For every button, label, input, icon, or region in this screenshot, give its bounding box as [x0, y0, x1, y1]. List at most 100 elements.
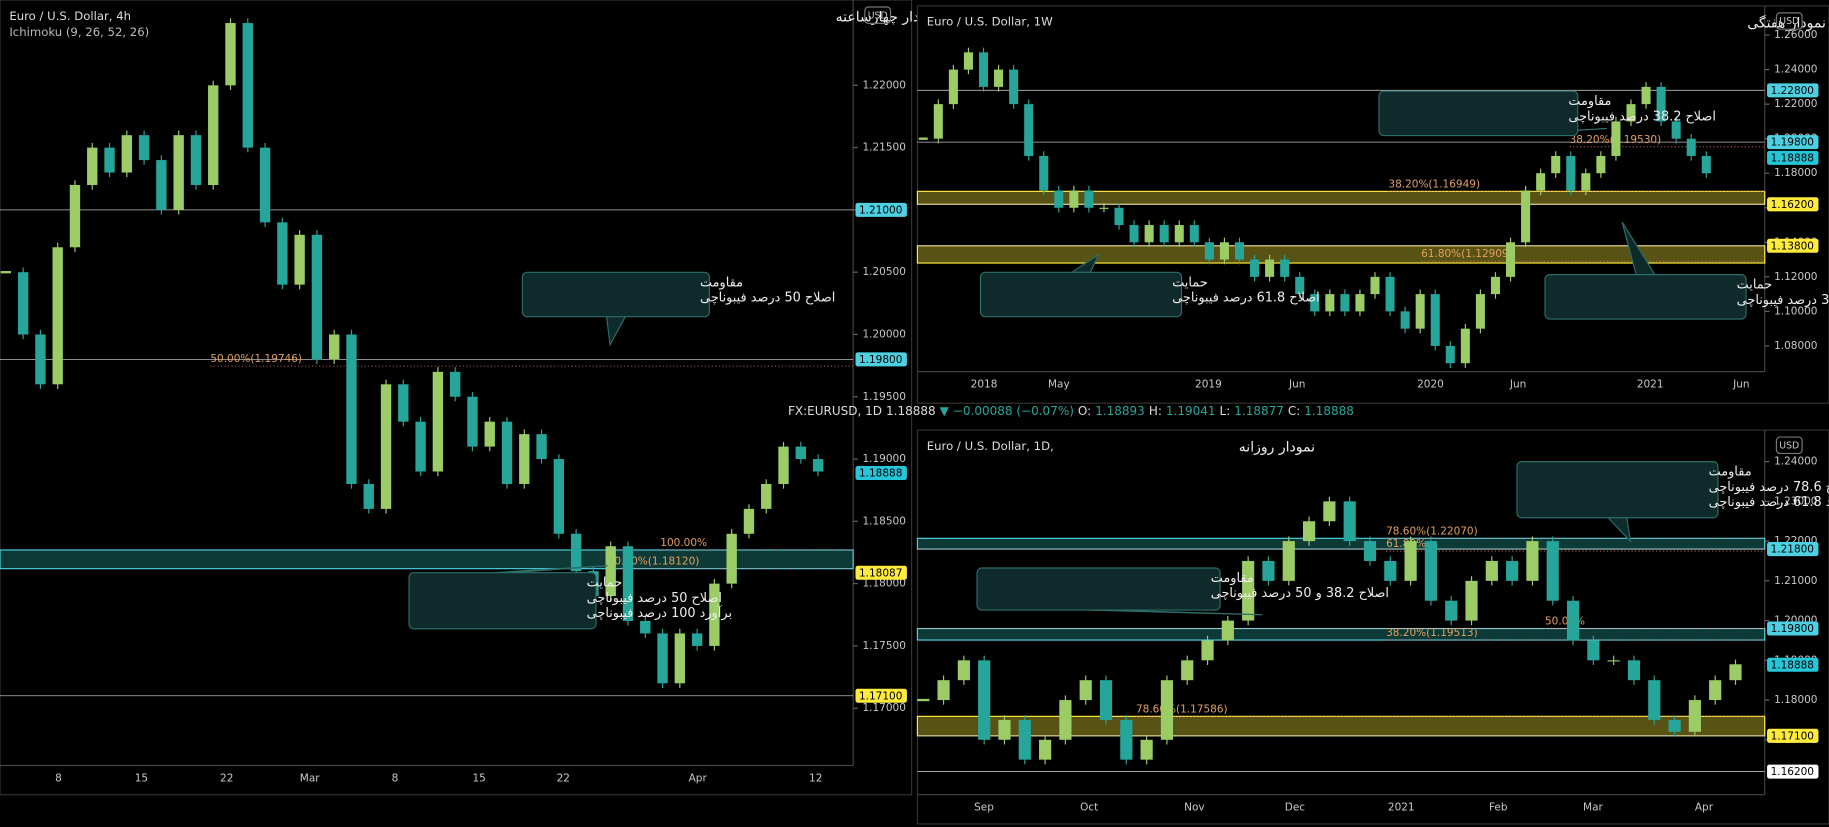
x-tick-label: 8 — [392, 772, 399, 784]
callout-text: حمایت — [587, 576, 622, 591]
candle — [1114, 207, 1124, 226]
x-tick-label: 2021 — [1388, 802, 1415, 814]
candle — [691, 633, 703, 646]
y-tick-label: 1.21500 — [862, 142, 905, 154]
x-tick-label: Feb — [1489, 802, 1508, 814]
candle — [1079, 680, 1092, 701]
y-tick-label: 1.24000 — [1774, 64, 1817, 76]
x-tick-label: 2018 — [971, 378, 998, 390]
zone — [0, 549, 854, 570]
candle — [1069, 190, 1079, 208]
candle — [674, 633, 686, 684]
x-tick-label: 2020 — [1417, 378, 1444, 390]
price-badge-label: 1.16200 — [1771, 766, 1814, 778]
candle — [1159, 225, 1169, 243]
fib-label: 50.00%(1.18120) — [608, 556, 700, 568]
ticker-part: C: — [1287, 404, 1301, 418]
candle — [998, 719, 1011, 740]
callout-text: برآورد 61.8 درصد فیبوناچی — [1709, 494, 1829, 510]
candle — [294, 234, 305, 285]
candle — [957, 660, 970, 681]
candle — [1265, 259, 1275, 277]
candle — [605, 546, 616, 597]
ticker-part: ▼ — [939, 404, 949, 418]
price-badge — [1767, 150, 1819, 165]
zone — [916, 715, 1766, 737]
candle — [1536, 173, 1546, 191]
price-badge-label: 1.18888 — [1771, 152, 1814, 164]
callout-pointer — [493, 565, 608, 574]
candle — [917, 698, 930, 702]
candle — [795, 446, 806, 460]
candle — [1201, 640, 1214, 661]
chart-label-fa: نمودار چهارساعته — [836, 10, 939, 26]
candle — [963, 52, 973, 70]
candle — [1445, 345, 1455, 364]
candle — [1282, 541, 1295, 581]
price-badge-label: 1.13800 — [1771, 240, 1814, 252]
candle — [1129, 225, 1139, 243]
y-tick-label: 1.20000 — [862, 328, 905, 340]
zone — [916, 537, 1766, 550]
candle — [1385, 276, 1395, 312]
chart-label-fa: نمودار هفتگی — [1747, 14, 1826, 31]
fib-label: 100.00% — [660, 537, 707, 549]
price-badge — [855, 565, 907, 580]
price-badge — [1767, 83, 1819, 98]
x-tick-label: Apr — [1695, 802, 1714, 814]
candle — [1262, 560, 1275, 581]
candle — [1370, 276, 1380, 295]
candle — [1120, 719, 1133, 760]
candle — [1234, 242, 1245, 260]
ticker-part: FX:EURUSD, 1D — [788, 404, 883, 418]
callout-pointer — [1071, 253, 1100, 273]
callout-text: اصلاح 61.8 درصد فیبوناچی — [1172, 291, 1320, 306]
candle — [1384, 560, 1397, 581]
fib-label: 78.60%(1.17586) — [1136, 703, 1228, 715]
x-tick-label: Oct — [1080, 802, 1098, 814]
callout-text: حمایت — [1737, 278, 1772, 293]
candle — [1181, 660, 1194, 681]
candle — [1686, 138, 1696, 156]
x-tick-label: 2019 — [1195, 378, 1222, 390]
price-badge-label: 1.19800 — [1771, 137, 1814, 149]
y-tick-label: 1.17500 — [862, 640, 905, 652]
ticker-part: −0.00088 (−0.07%) — [952, 404, 1074, 418]
candle — [994, 69, 1004, 87]
currency-box — [1775, 12, 1803, 30]
price-badge-label: 1.18087 — [859, 567, 902, 579]
y-tick-label: 1.18500 — [862, 515, 905, 527]
callout-text: مقاومت — [1709, 465, 1752, 480]
callout-text: اصلاح 38.2 و 50 درصد فیبوناچی — [1211, 586, 1389, 601]
price-badge-label: 1.22800 — [1771, 85, 1814, 97]
fib-label: 61.80%(1.12909) — [1421, 248, 1513, 260]
candle — [52, 247, 63, 385]
callout-text: اصلاح 50 درصد فیبوناچی — [587, 591, 722, 606]
candle — [709, 583, 720, 646]
fib-label: 50.00%(1.19746) — [210, 353, 302, 365]
y-tick-label: 1.21000 — [1774, 575, 1817, 587]
fib-label: 38.20%(1.16949) — [1388, 178, 1480, 190]
x-tick-label: Dec — [1285, 802, 1306, 814]
candle — [0, 271, 12, 274]
x-tick-label: Nov — [1184, 802, 1205, 814]
y-tick-label: 1.26000 — [1774, 29, 1817, 41]
candle — [242, 23, 253, 148]
candle — [1668, 719, 1681, 732]
fib-label: 78.60%(1.22070) — [1386, 525, 1478, 537]
candle — [1310, 294, 1320, 312]
candle — [17, 272, 29, 335]
candle — [1221, 620, 1234, 641]
chart-title: Euro / U.S. Dollar, 1D, — [927, 439, 1054, 453]
candle — [1323, 501, 1336, 522]
candle — [778, 446, 789, 484]
candle — [536, 434, 547, 460]
candle — [657, 633, 668, 684]
x-tick-label: Mar — [300, 772, 320, 784]
candle — [1099, 207, 1109, 209]
callout — [976, 567, 1221, 611]
candle — [1566, 155, 1576, 191]
x-tick-label: Jun — [1732, 378, 1749, 390]
price-badge-label: 1.21800 — [1771, 544, 1814, 556]
